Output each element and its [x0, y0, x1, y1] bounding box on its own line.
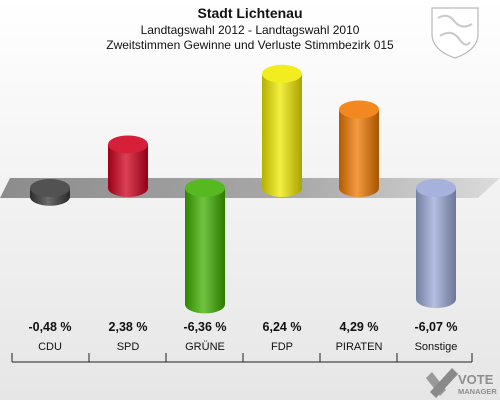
category-label-cdu: CDU [38, 341, 62, 353]
bar-cdu [30, 179, 70, 206]
value-label-piraten: 4,29 % [340, 320, 379, 334]
bar-spd [108, 135, 148, 197]
value-label-fdp: 6,24 % [263, 320, 302, 334]
logo-text-manager: MANAGER [458, 387, 497, 396]
bar-fdp [262, 64, 302, 197]
value-label-sonstige: -6,07 % [414, 320, 457, 334]
checkmark-x-icon [426, 368, 458, 398]
bar-grüne [185, 179, 225, 314]
category-label-fdp: FDP [271, 341, 293, 353]
vote-manager-logo: VOTE MANAGER [426, 368, 497, 398]
chart-subtitle-line-1: Landtagswahl 2012 - Landtagswahl 2010 [140, 23, 360, 37]
bar-piraten [339, 100, 379, 197]
logo-text-vote: VOTE [458, 372, 494, 387]
value-label-cdu: -0,48 % [28, 320, 71, 334]
category-label-piraten: PIRATEN [336, 341, 383, 353]
coat-of-arms-icon [431, 7, 479, 59]
value-label-spd: 2,38 % [109, 320, 148, 334]
chart-subtitle-line-2: Zweitstimmen Gewinne und Verluste Stimmb… [106, 38, 394, 52]
category-label-sonstige: Sonstige [415, 341, 458, 353]
bar-sonstige [416, 179, 457, 309]
category-label-spd: SPD [117, 341, 140, 353]
value-label-grüne: -6,36 % [183, 320, 226, 334]
category-label-grüne: GRÜNE [185, 341, 225, 353]
chart-title: Stadt Lichtenau [197, 5, 303, 21]
